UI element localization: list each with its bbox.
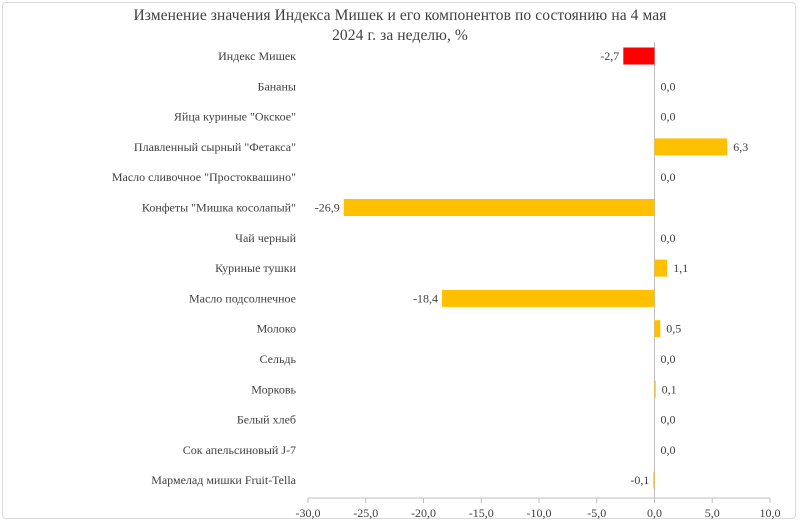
- data-label: 0,0: [661, 231, 676, 245]
- data-label: 0,0: [661, 110, 676, 124]
- bar: [654, 380, 656, 398]
- category-label: Чай черный: [235, 231, 296, 245]
- x-tick-label: 5,0: [705, 506, 720, 520]
- bar: [654, 320, 661, 338]
- category-label: Бананы: [258, 79, 296, 93]
- category-label: Сок апельсиновый J-7: [183, 443, 296, 457]
- data-label: -18,4: [413, 291, 438, 305]
- x-tick-label: -30,0: [296, 506, 321, 520]
- x-tick-label: -25,0: [353, 506, 378, 520]
- data-label: 0,0: [661, 79, 676, 93]
- bar: [654, 259, 668, 277]
- data-label: 1,1: [673, 261, 688, 275]
- category-label: Молоко: [257, 322, 296, 336]
- data-label: -2,7: [600, 49, 619, 63]
- category-label: Конфеты "Мишка косолапый": [142, 201, 296, 215]
- x-tick-label: -10,0: [527, 506, 552, 520]
- x-tick-label: -5,0: [587, 506, 606, 520]
- category-label: Белый хлеб: [237, 413, 296, 427]
- category-label: Яйца куриные "Окское": [174, 110, 296, 124]
- category-label: Масло сливочное "Простоквашино": [112, 170, 296, 184]
- category-label: Морковь: [251, 382, 296, 396]
- bar: [654, 138, 728, 156]
- data-label: 0,5: [666, 322, 681, 336]
- data-label: 0,0: [661, 413, 676, 427]
- category-label: Сельдь: [259, 352, 296, 366]
- data-label: 6,3: [733, 140, 748, 154]
- x-tick-label: 0,0: [647, 506, 662, 520]
- data-label: 0,0: [661, 443, 676, 457]
- data-label: 0,1: [662, 382, 677, 396]
- data-label: 0,0: [661, 352, 676, 366]
- x-tick-label: -15,0: [469, 506, 494, 520]
- data-label: 0,0: [661, 170, 676, 184]
- data-label: -26,9: [315, 201, 340, 215]
- category-label: Плавленный сырный "Фетакса": [134, 140, 296, 154]
- bar: [653, 471, 655, 489]
- data-label: -0,1: [630, 473, 649, 487]
- category-label: Индекс Мишек: [218, 49, 296, 63]
- category-label: Мармелад мишки Fruit-Tella: [151, 473, 296, 487]
- chart-title: Изменение значения Индекса Мишек и его к…: [133, 7, 667, 44]
- bar: [441, 289, 655, 307]
- bar: [343, 199, 655, 216]
- x-tick-label: 10,0: [760, 506, 781, 520]
- category-label: Куриные тушки: [215, 261, 296, 275]
- bar: [623, 47, 655, 65]
- x-tick-label: -20,0: [411, 506, 436, 520]
- category-label: Масло подсолнечное: [189, 291, 296, 305]
